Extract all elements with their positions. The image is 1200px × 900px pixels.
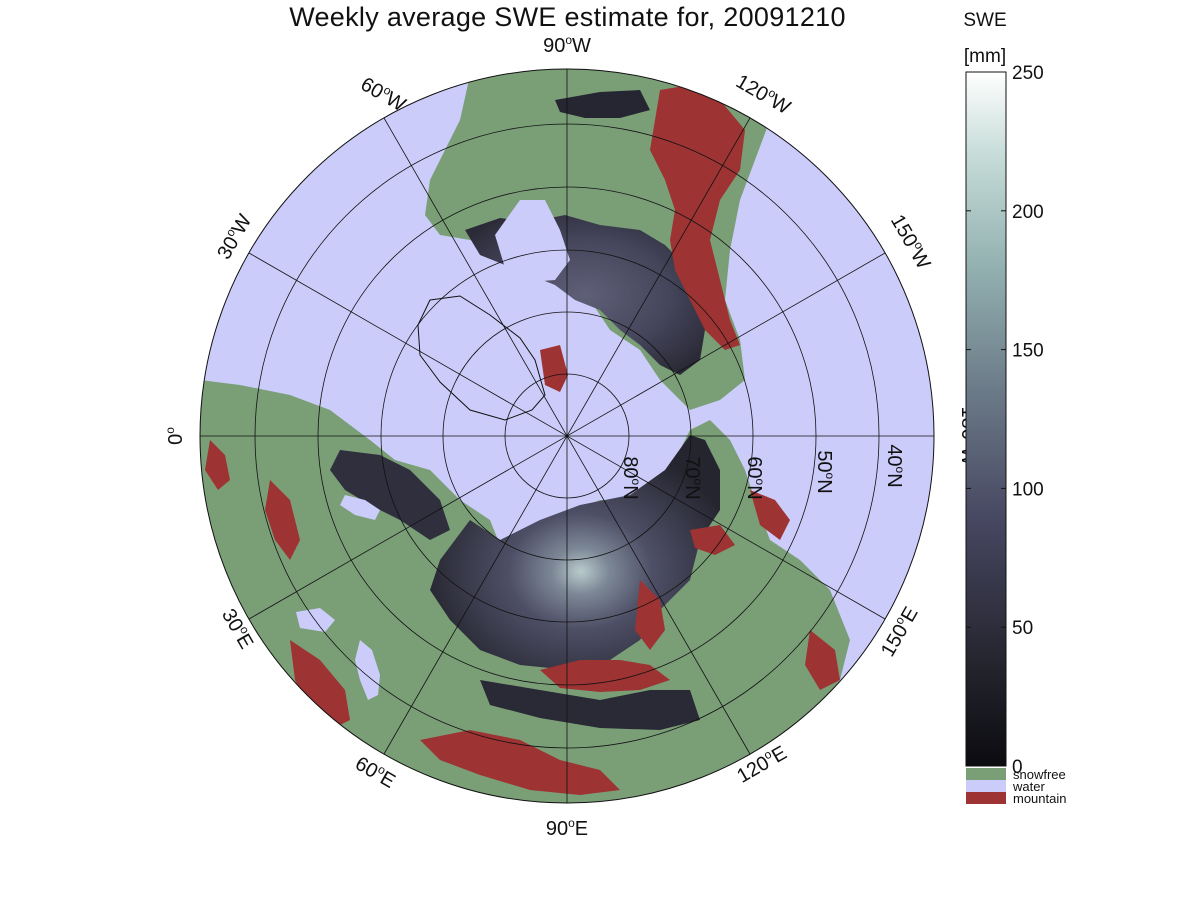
- lon-label-90w: 90oW: [543, 33, 591, 57]
- colorbar: SWE [mm] 0 50 100 150 200 250 snowfree water …: [963, 10, 1066, 806]
- lon-label-90e: 90oE: [546, 816, 588, 840]
- colorbar-title: SWE: [963, 10, 1006, 31]
- colorbar-tick-label: 200: [1012, 202, 1044, 223]
- legend-label-mountain: mountain: [1013, 791, 1066, 806]
- colorbar-tick-label: 150: [1012, 341, 1044, 362]
- lat-label-40n: 40oN: [883, 444, 907, 487]
- legend-swatch-water: [966, 780, 1006, 792]
- colorbar-unit: [mm]: [964, 46, 1006, 67]
- colorbar-gradient: [965, 71, 1007, 767]
- colorbar-tick-label: 100: [1012, 479, 1044, 500]
- lat-label-70n: 70oN: [681, 456, 705, 499]
- mountains: [205, 85, 840, 795]
- legend-swatch-snowfree: [966, 768, 1006, 780]
- snow-america-north: [555, 90, 650, 118]
- lat-label-60n: 60oN: [743, 456, 767, 499]
- map-title: Weekly average SWE estimate for, 2009121…: [289, 2, 846, 32]
- greenland: [417, 295, 546, 421]
- lat-label-50n: 50oN: [813, 450, 837, 493]
- lon-label-150w: 150oW: [886, 210, 936, 273]
- black-sea: [296, 608, 335, 632]
- lon-label-120w: 120oW: [732, 69, 795, 119]
- legend-label-water: water: [1012, 779, 1045, 794]
- colorbar-tick-label: 50: [1012, 618, 1033, 639]
- caspian-sea: [355, 640, 380, 700]
- baltic-sea: [340, 495, 380, 520]
- hudson-bay: [495, 200, 570, 282]
- category-legend: snowfree water mountain: [966, 767, 1066, 806]
- latitude-labels: 80oN 70oN 60oN 50oN 40oN: [619, 444, 907, 499]
- meridians: [200, 69, 934, 803]
- lon-label-0: 0o: [163, 427, 187, 445]
- globe: [199, 68, 935, 804]
- legend-label-snowfree: snowfree: [1013, 767, 1066, 782]
- colorbar-tick-label: 250: [1012, 63, 1044, 84]
- snow-eurasia-west: [330, 450, 450, 540]
- globe-border: [199, 68, 935, 804]
- colorbar-tick-label: 0: [1012, 757, 1023, 778]
- snow-eurasia-east: [480, 680, 700, 730]
- colorbar-ticks: 0 50 100 150 200 250: [966, 63, 1044, 778]
- legend-swatch-mountain: [966, 792, 1006, 804]
- lat-label-80n: 80oN: [619, 456, 643, 499]
